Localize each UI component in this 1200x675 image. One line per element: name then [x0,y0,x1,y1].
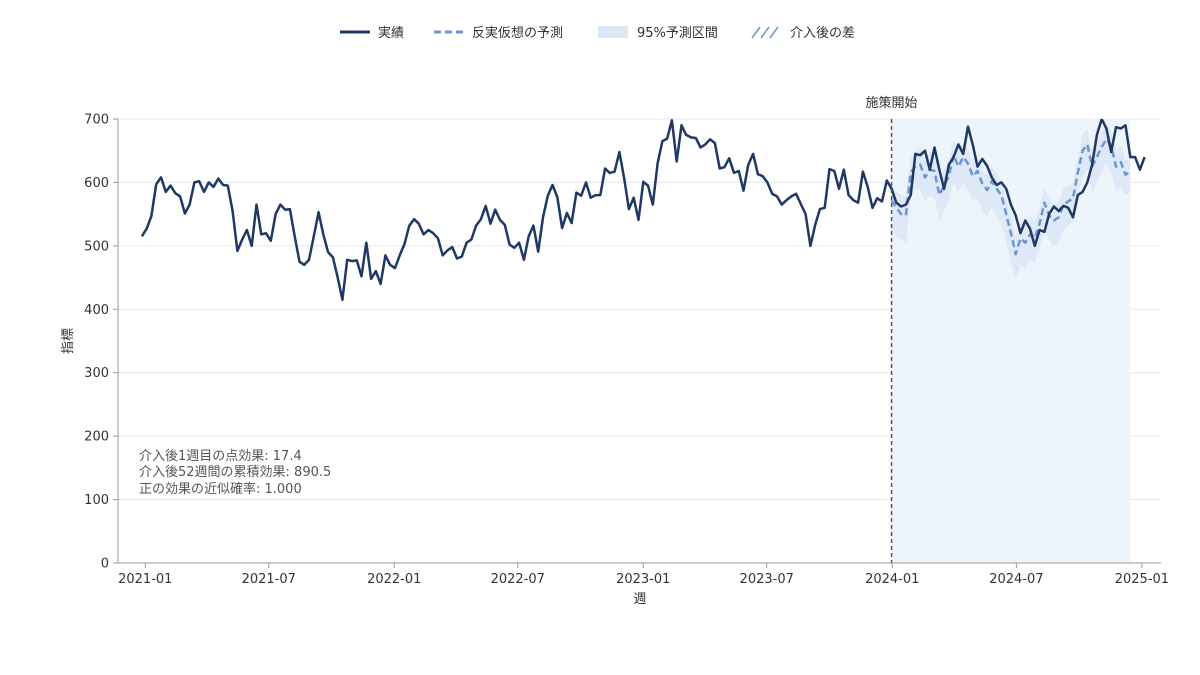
x-tick-label: 2023-07 [740,572,794,587]
y-tick-label: 100 [84,493,109,508]
y-tick-label: 300 [84,366,109,381]
x-tick-label: 2025-01 [1115,572,1169,587]
y-tick-label: 200 [84,430,109,445]
effect-summary-background [130,444,350,498]
y-axis-title: 指標 [61,328,76,354]
legend-effect-label: 介入後の差 [790,26,855,41]
intervention-label: 施策開始 [866,95,918,111]
actual-series [140,119,1146,302]
x-tick-label: 2021-01 [118,572,172,587]
x-tick-label: 2024-01 [865,572,919,587]
legend-counterfactual-label: 反実仮想の予測 [472,25,563,41]
x-tick-label: 2021-07 [242,572,296,587]
effect-summary-line1: 介入後1週目の点効果: 17.4 [139,449,302,464]
effect-summary-line2: 介入後52週間の累積効果: 890.5 [139,465,331,480]
effect-summary-box: 介入後1週目の点効果: 17.4 介入後52週間の累積効果: 890.5 正の効… [130,444,350,498]
x-tick-label: 2022-01 [367,572,421,587]
legend-interval-swatch [598,26,628,38]
y-tick-label: 400 [84,303,109,318]
y-tick-label: 500 [84,239,109,254]
y-tick-label: 0 [101,557,109,572]
x-tick-label: 2022-07 [491,572,545,587]
y-tick-label: 600 [84,176,109,191]
legend: 実績 反実仮想の予測 95%予測区間 介入後の差 [340,25,855,41]
x-axis-title: 週 [633,592,646,607]
x-tick-label: 2023-01 [616,572,670,587]
legend-effect-swatch [751,26,779,39]
legend-actual-label: 実績 [378,25,404,41]
x-tick-label: 2024-07 [989,572,1043,587]
x-axis-ticks: 2021-01 2021-07 2022-01 2022-07 2023-01 2023-… [118,563,1169,587]
effect-summary-line3: 正の効果の近似確率: 1.000 [139,481,302,497]
y-axis-ticks: 0 100 200 300 400 500 600 700 [84,113,118,572]
y-tick-label: 700 [84,113,109,128]
counterfactual-line [890,138,1132,256]
actual-line [140,119,1146,302]
legend-interval-label: 95%予測区間 [637,26,718,41]
counterfactual-series [890,138,1132,256]
